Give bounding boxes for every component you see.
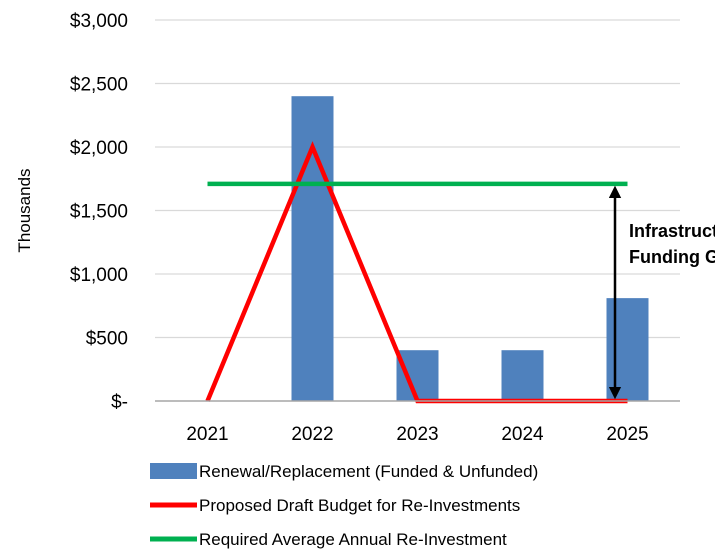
y-tick-label: $500 — [86, 329, 128, 350]
y-axis-ticks: $- $500 $1,000 $1,500 $2,000 $2,500 $3,000 — [70, 11, 128, 413]
y-tick-label: $- — [111, 392, 128, 413]
y-tick-label: $2,000 — [70, 138, 128, 159]
bar-series — [291, 96, 649, 401]
annotation-line-1: Infrastructure — [629, 221, 715, 241]
gridlines — [155, 19, 680, 339]
legend-swatch — [150, 463, 197, 479]
bar — [606, 298, 649, 401]
y-tick-label: $1,500 — [70, 202, 128, 223]
bar — [396, 350, 439, 401]
y-axis-label: Thousands — [15, 168, 34, 252]
x-tick-label: 2025 — [606, 424, 648, 445]
legend: Renewal/Replacement (Funded & Unfunded) P… — [150, 462, 538, 549]
annotation-line-2: Funding Gap — [629, 247, 715, 267]
x-tick-label: 2023 — [396, 424, 438, 445]
y-tick-label: $3,000 — [70, 11, 128, 32]
x-tick-label: 2022 — [291, 424, 333, 445]
bar — [501, 350, 544, 401]
funding-gap-annotation: Infrastructure Funding Gap — [608, 185, 715, 400]
x-tick-label: 2024 — [501, 424, 544, 445]
legend-label: Proposed Draft Budget for Re-Investments — [199, 496, 520, 515]
y-tick-label: $2,500 — [70, 75, 128, 96]
x-tick-label: 2021 — [186, 424, 228, 445]
y-tick-label: $1,000 — [70, 265, 128, 286]
legend-label: Required Average Annual Re-Investment — [199, 530, 507, 549]
x-axis-ticks: 2021 2022 2023 2024 2025 — [186, 424, 648, 445]
legend-label: Renewal/Replacement (Funded & Unfunded) — [199, 462, 538, 481]
